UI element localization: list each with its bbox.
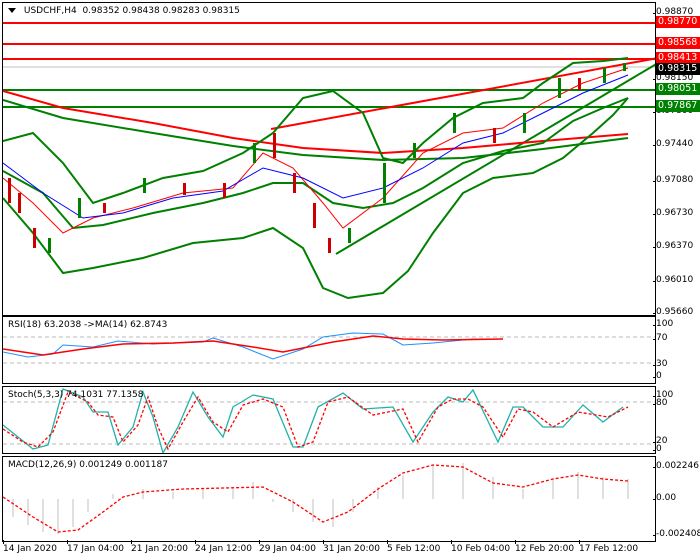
symbol-label: USDCHF,H4 <box>23 6 77 16</box>
triangle-down-icon[interactable] <box>8 8 16 13</box>
rsi-tick: 70 <box>652 333 668 343</box>
stoch-tick: 80 <box>652 398 668 408</box>
level-label: 0.98051 <box>656 83 700 95</box>
price-tick: 0.98870 <box>652 7 694 17</box>
price-tick: 0.98150 <box>652 73 694 83</box>
price-chart-pane[interactable]: USDCHF,H4 0.98352 0.98438 0.98283 0.9831… <box>2 2 656 316</box>
time-tick: 29 Jan 04:00 <box>259 540 316 554</box>
candles <box>8 63 626 253</box>
price-tick: 0.96730 <box>652 208 694 218</box>
rsi-pane[interactable]: RSI(18) 63.2038 ->MA(14) 62.8743 <box>2 316 656 384</box>
macd-tick: -0.002408 <box>652 529 700 539</box>
time-tick: 31 Jan 20:00 <box>323 540 380 554</box>
level-label: 0.98568 <box>656 37 700 49</box>
price-tick: 0.97080 <box>652 175 694 185</box>
rsi-tick: 100 <box>652 319 674 329</box>
time-tick: 17 Jan 04:00 <box>67 540 124 554</box>
stoch-axis: 100 80 20 0 <box>652 386 700 454</box>
level-label: 0.98770 <box>656 16 700 28</box>
price-tick: 0.95660 <box>652 307 694 317</box>
time-tick: 21 Jan 20:00 <box>131 540 188 554</box>
chart-title: USDCHF,H4 0.98352 0.98438 0.98283 0.9831… <box>8 6 240 16</box>
macd-title: MACD(12,26,9) 0.001249 0.001187 <box>8 460 168 470</box>
macd-tick: 0.00 <box>652 493 677 503</box>
ohlc-values: 0.98352 0.98438 0.98283 0.98315 <box>82 6 240 16</box>
macd-histogram <box>12 463 629 534</box>
rsi-title: RSI(18) 63.2038 ->MA(14) 62.8743 <box>8 320 168 330</box>
time-tick: 5 Feb 12:00 <box>387 540 441 554</box>
stoch-title: Stoch(5,3,3) 74.1031 77.1358 <box>8 390 144 400</box>
time-tick: 17 Feb 12:00 <box>579 540 639 554</box>
macd-tick: 0.002246 <box>653 461 699 471</box>
stoch-pane[interactable]: Stoch(5,3,3) 74.1031 77.1358 <box>2 386 656 454</box>
level-label: 0.97867 <box>656 100 700 112</box>
time-axis: 14 Jan 2020 17 Jan 04:00 21 Jan 20:00 24… <box>2 540 654 560</box>
rsi-axis: 100 70 30 0 <box>652 316 700 384</box>
macd-pane[interactable]: MACD(12,26,9) 0.001249 0.001187 <box>2 456 656 542</box>
last-price-label: 0.98315 <box>656 63 700 75</box>
price-tick: 0.97440 <box>652 139 694 149</box>
price-plot <box>3 22 655 300</box>
time-tick: 24 Jan 12:00 <box>195 540 252 554</box>
rsi-tick: 0 <box>653 371 662 381</box>
macd-axis: 0.002246 0.00 -0.002408 <box>652 456 700 542</box>
time-tick: 14 Jan 2020 <box>3 540 57 554</box>
time-tick: 12 Feb 20:00 <box>515 540 575 554</box>
stoch-tick: 0 <box>653 444 662 454</box>
price-tick: 0.96370 <box>652 241 694 251</box>
rsi-tick: 30 <box>652 359 668 369</box>
price-tick: 0.96010 <box>652 275 694 285</box>
stoch-tick: 100 <box>652 390 674 400</box>
stoch-tick: 20 <box>652 436 668 446</box>
time-tick: 10 Feb 04:00 <box>451 540 511 554</box>
level-label: 0.98413 <box>656 52 700 64</box>
